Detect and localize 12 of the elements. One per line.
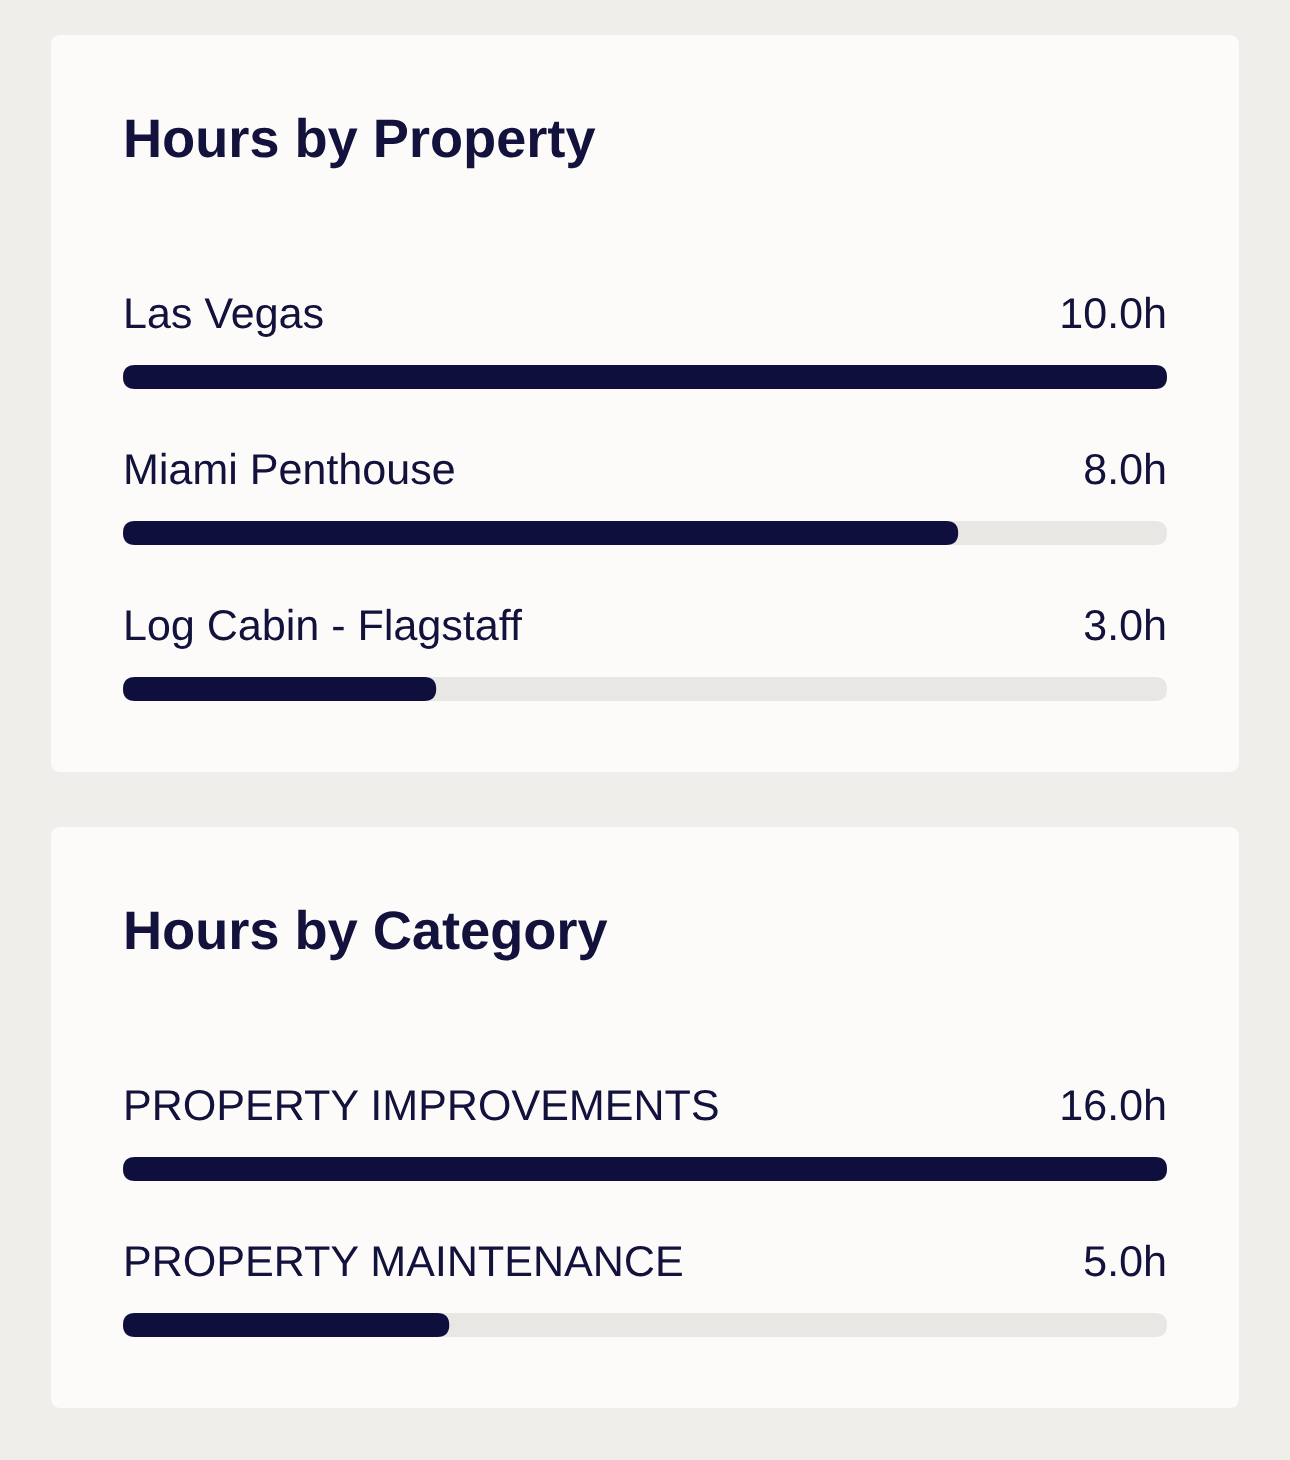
chart-title: Hours by Category (126, 909, 608, 961)
y-tick-label: PROPERTY IMPROVEMENTS (126, 1089, 718, 1121)
y-tick-label: Las Vegas (126, 298, 323, 337)
data-label: 10.0h (1062, 296, 1165, 329)
data-label: 16.0h (1062, 1088, 1165, 1121)
data-label: 3.0h (1084, 608, 1165, 641)
y-tick-label: PROPERTY MAINTENANCE (126, 1245, 682, 1277)
data-label: 8.0h (1085, 452, 1165, 485)
data-label: 5.0h (1084, 1244, 1165, 1277)
chart-title: Hours by Property (126, 117, 596, 169)
y-tick-label: Miami Penthouse (126, 452, 454, 485)
y-tick-label: Log Cabin - Flagstaff (126, 608, 522, 649)
